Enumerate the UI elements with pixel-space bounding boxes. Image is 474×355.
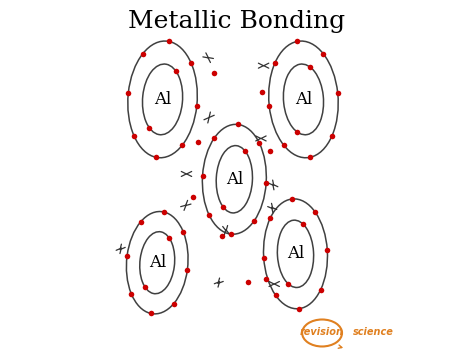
Text: Metallic Bonding: Metallic Bonding — [128, 10, 346, 33]
Text: Al: Al — [295, 91, 312, 108]
Text: science: science — [353, 327, 393, 337]
Text: revision: revision — [300, 327, 344, 337]
Text: Al: Al — [226, 171, 243, 188]
Text: Al: Al — [287, 245, 304, 262]
Text: Al: Al — [154, 91, 171, 108]
Text: Al: Al — [149, 254, 166, 271]
